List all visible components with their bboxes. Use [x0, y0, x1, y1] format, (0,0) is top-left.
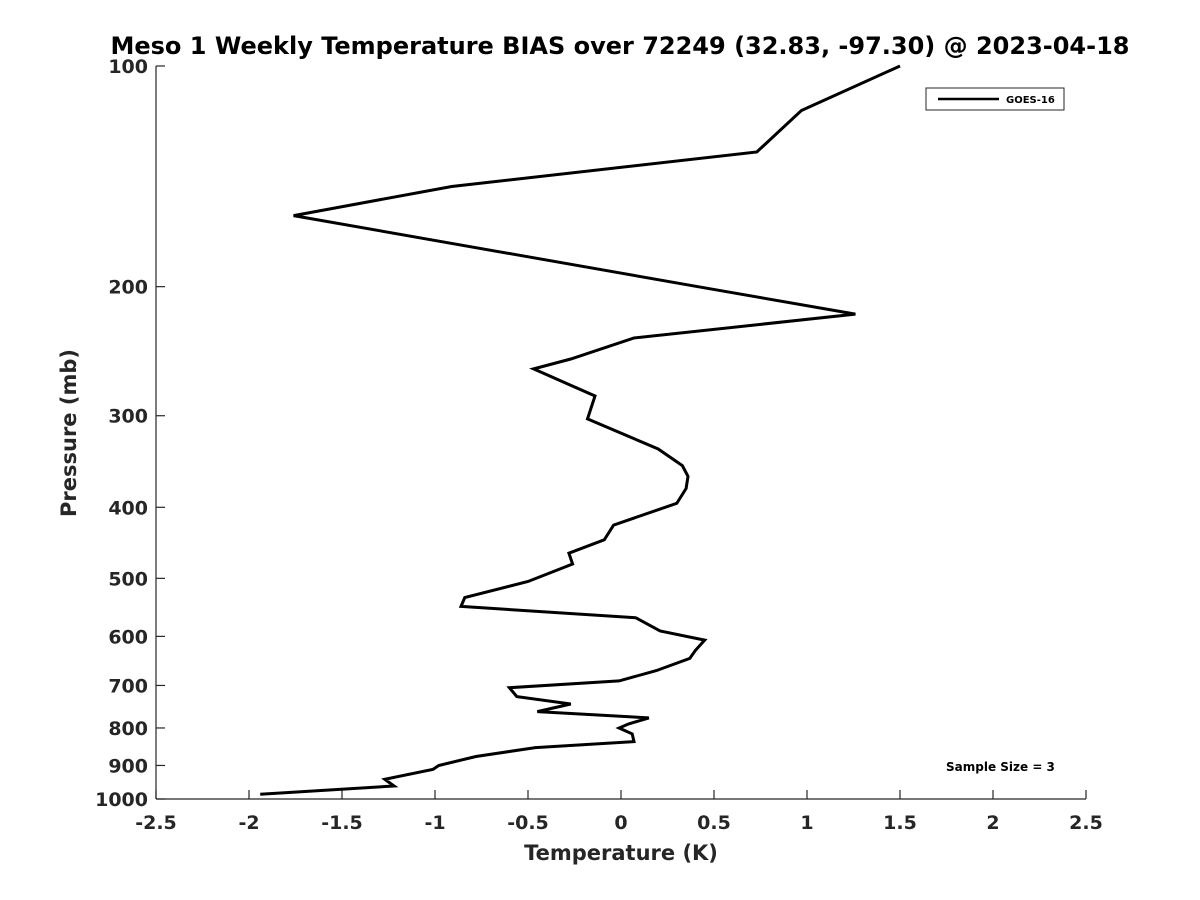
x-tick-label: 2.5	[1069, 812, 1103, 834]
y-tick-label: 900	[108, 755, 148, 777]
x-tick-label: 1.5	[883, 812, 917, 834]
y-tick-label: 300	[108, 406, 148, 428]
y-tick-label: 200	[108, 277, 148, 299]
y-tick-label: 800	[108, 718, 148, 740]
y-tick-label: 600	[108, 626, 148, 648]
x-tick-label: 0.5	[697, 812, 731, 834]
legend: GOES-16	[925, 87, 1065, 111]
legend-label-goes-16: GOES-16	[1006, 95, 1055, 106]
sample-size-note: Sample Size = 3	[946, 760, 1055, 774]
x-tick-label: 2	[986, 812, 999, 834]
series-line-goes-16	[260, 64, 901, 796]
x-tick-label: 0	[614, 812, 627, 834]
y-axis-ticks: 100 200 300 400 500 600 700 800 900 1000	[95, 56, 165, 811]
x-tick-label: -2.5	[135, 812, 177, 834]
x-axis-title: Temperature (K)	[524, 841, 718, 865]
y-axis-title: Pressure (mb)	[57, 349, 81, 517]
y-tick-label: 700	[108, 675, 148, 697]
x-tick-label: -2	[238, 812, 259, 834]
x-tick-label: 1	[800, 812, 813, 834]
x-tick-label: -1.5	[321, 812, 363, 834]
y-tick-label: 500	[108, 568, 148, 590]
chart-title: Meso 1 Weekly Temperature BIAS over 7224…	[110, 32, 1129, 60]
series-layer	[260, 64, 901, 796]
x-tick-label: -1	[424, 812, 445, 834]
y-tick-label: 1000	[95, 789, 148, 811]
x-axis-ticks: -2.5 -2 -1.5 -1 -0.5 0 0.5 1 1.5 2 2.5	[135, 790, 1103, 834]
y-tick-label: 400	[108, 497, 148, 519]
x-tick-label: -0.5	[507, 812, 549, 834]
plot-area: -2.5 -2 -1.5 -1 -0.5 0 0.5 1 1.5 2 2.5 100 200 300 40…	[95, 56, 1103, 834]
y-tick-label: 100	[108, 56, 148, 78]
